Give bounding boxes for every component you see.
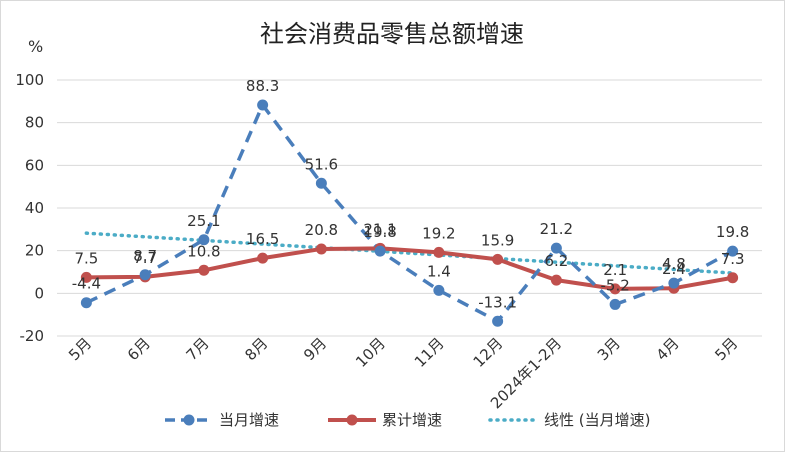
y-tick-label: -20 [20,327,45,345]
data-label-monthly: 88.3 [246,77,279,95]
y-tick-label: 20 [25,242,44,260]
point-monthly [727,245,739,257]
data-label-monthly: 21.2 [540,220,573,238]
y-tick-label: 40 [25,199,44,217]
legend-label: 当月增速 [219,411,279,429]
y-tick-label: 60 [25,156,44,174]
point-cumulative [315,243,327,255]
series [80,99,739,327]
point-cumulative [727,272,739,284]
point-cumulative [198,264,210,276]
data-label-cumulative: 19.2 [422,224,455,242]
point-monthly [609,298,621,310]
data-label-cumulative: 7.5 [74,249,98,267]
data-label-monthly: 19.8 [363,223,396,241]
series-line-trend [84,231,735,275]
data-label-cumulative: 10.8 [187,242,220,260]
point-monthly [433,284,445,296]
data-label-monthly: 1.4 [427,262,451,280]
data-label-monthly: 51.6 [305,155,338,173]
legend-item-0: 当月增速 [165,411,279,429]
y-axis-unit: % [28,37,43,56]
legend-marker [183,414,195,426]
data-label-cumulative: 15.9 [481,231,514,249]
data-label-cumulative: 7.3 [721,250,745,268]
point-monthly [374,245,386,257]
point-monthly [139,269,151,281]
y-tick-label: 100 [15,71,44,89]
data-label-cumulative: 6.2 [544,252,568,270]
data-label-monthly: -4.4 [72,275,101,293]
data-label-cumulative: 2.4 [662,260,686,278]
data-label-cumulative: 16.5 [246,230,279,248]
point-monthly [668,277,680,289]
data-label-cumulative: 21.1 [363,220,396,238]
data-label-monthly: 19.8 [716,223,749,241]
data-label-monthly: 8.7 [133,247,157,265]
series-line-monthly [85,103,734,324]
data-label-monthly: 4.8 [662,255,686,273]
point-cumulative [80,271,92,283]
point-monthly [257,99,269,111]
data-label-cumulative: 7.7 [133,249,157,267]
legend-item-2: 线性 (当月增速) [488,411,650,429]
point-cumulative [257,252,269,264]
y-tick-label: 0 [34,284,44,302]
data-label-monthly: 25.1 [187,212,220,230]
data-label-cumulative: 20.8 [305,221,338,239]
data-label-cumulative: 2.1 [603,261,627,279]
data-label-monthly: -13.1 [478,293,517,311]
data-label-monthly: -5.2 [600,276,629,294]
point-monthly [315,177,327,189]
point-cumulative [609,283,621,295]
chart-title: 社会消费品零售总额增速 [260,20,524,48]
legend-item-1: 累计增速 [328,411,442,429]
data-labels: 7.5 7.7 10.8 16.5 20.8 21.1 19.2 15.9 6.2 2.1 2.4 7… [72,77,750,311]
legend-label: 累计增速 [382,411,442,429]
point-monthly [80,297,92,309]
legend: 当月增速 累计增速 线性 (当月增速) [165,411,650,429]
legend-label: 线性 (当月增速) [544,411,650,429]
point-cumulative [492,253,504,265]
series-line-cumulative [86,246,733,291]
point-monthly [492,315,504,327]
y-tick-label: 80 [25,114,44,132]
point-cumulative [550,274,562,286]
point-monthly [550,242,562,254]
point-monthly [198,234,210,246]
point-cumulative [433,246,445,258]
legend-marker [346,414,358,426]
